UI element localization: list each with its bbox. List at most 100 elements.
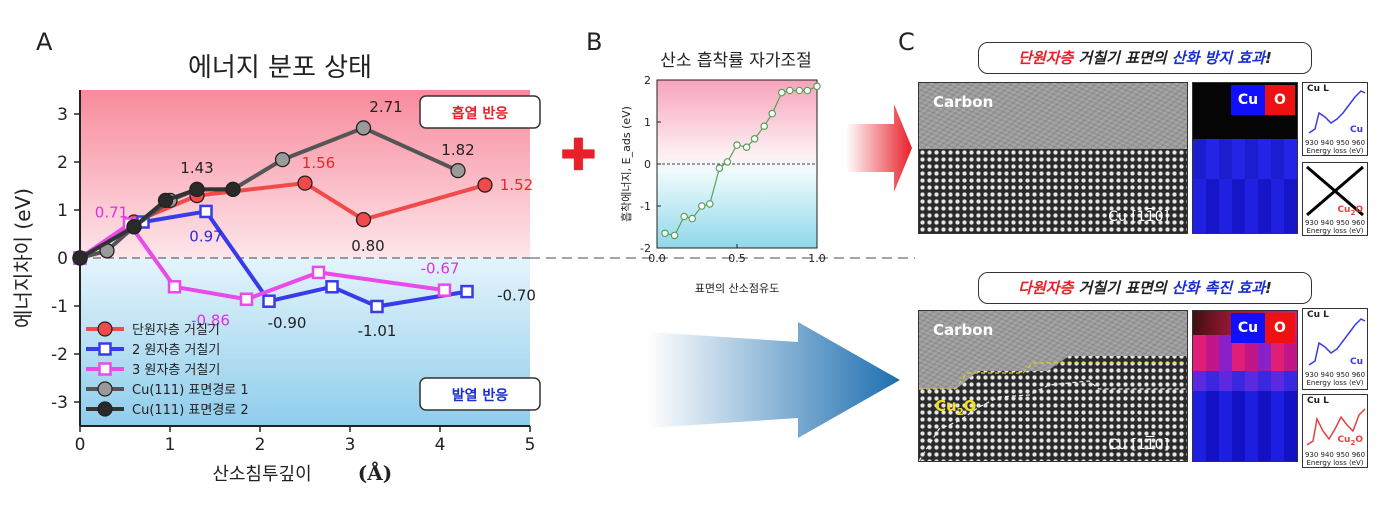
- data-point-a-4: [157, 192, 174, 209]
- adsorption-chart: 산소 흡착률 자가조절 0.0 0.5 1.0 2 1 0 -1 -2 표면의 산소점유도 흡…: [619, 51, 826, 295]
- data-point-a-1: [460, 284, 474, 299]
- spectrum-top-2-tag-b: O: [1355, 205, 1363, 215]
- arrow-to-top: [846, 104, 912, 192]
- data-point-b: [742, 143, 751, 152]
- data-point-b: [715, 164, 724, 173]
- spectrum-bottom-2-axis: 930 940 950 960: [1304, 451, 1366, 459]
- callout-bottom-part2: 거칠기 표면의: [1073, 279, 1172, 297]
- data-point-b: [795, 86, 804, 95]
- tem-bottom-lattice-a: Cu [1: [1108, 437, 1146, 453]
- data-point-a-2: [437, 283, 452, 297]
- callout-top-part3: 산화 방지 효과: [1171, 49, 1266, 67]
- data-label-a: 1.43: [180, 159, 213, 177]
- callout-top-part4: !: [1265, 49, 1272, 67]
- map-top-o-label: O: [1265, 85, 1295, 115]
- panel-a-letter: A: [36, 28, 53, 56]
- data-point-a-4: [225, 181, 241, 198]
- spectrum-bottom-1-tag: Cu: [1349, 357, 1363, 367]
- y-axis-label-a: 에너지차이 (eV): [11, 188, 35, 328]
- x-tick-label-a: 3: [345, 435, 356, 455]
- tem-bottom-oxide-a: Cu: [935, 397, 957, 415]
- spectrum-top-2: Cu2O 930 940 950 960 Energy loss (eV): [1302, 162, 1368, 236]
- data-point-b: [778, 88, 786, 97]
- tem-top-lattice-end: 0]: [1154, 209, 1169, 225]
- legend-label-1: 2 원자층 거칠기: [132, 343, 220, 358]
- data-point-b: [706, 200, 714, 208]
- data-point-b: [733, 141, 741, 149]
- data-point-a-2: [311, 265, 326, 280]
- spectrum-bottom-1-axis: 930 940 950 960: [1304, 371, 1366, 379]
- spectrum-bottom-1: Cu L Cu 930 940 950 960 Energy loss (eV): [1302, 308, 1368, 390]
- spectrum-bottom-2-axis-label: Energy loss (eV): [1306, 459, 1364, 467]
- panel-c-letter: C: [898, 28, 915, 56]
- region-label-exo-text: 발열 반응: [452, 387, 509, 404]
- data-label-a: 1.56: [302, 154, 335, 172]
- data-point-b: [723, 158, 732, 166]
- y-tick-label-a: -1: [51, 297, 68, 317]
- spectrum-top-1: Cu L Cu 930 940 950 960 Energy loss (eV): [1302, 82, 1368, 156]
- data-point-a-0: [297, 175, 313, 191]
- callout-top-part2: 거칠기 표면의: [1073, 49, 1172, 67]
- y-tick-label-b: -2: [640, 242, 651, 255]
- legend-label-2: 3 원자층 거칠기: [132, 363, 220, 378]
- tem-image-top: Carbon Cu [110]: [918, 82, 1188, 234]
- spectrum-bottom-2-tag-a: Cu: [1337, 435, 1351, 445]
- spectrum-bottom-1-axis-label: Energy loss (eV): [1306, 379, 1364, 387]
- data-point-a-3: [355, 120, 372, 136]
- eels-map-top: Cu O: [1192, 82, 1298, 234]
- data-point-b: [661, 229, 669, 238]
- spectrum-bottom-1-title: Cu L: [1307, 310, 1329, 320]
- callout-bottom-part4: !: [1265, 279, 1272, 297]
- data-label-a: -0.67: [421, 260, 460, 278]
- data-point-b: [768, 109, 777, 118]
- spectrum-top-2-axis: 930 940 950 960: [1304, 219, 1366, 227]
- data-point-a-3: [274, 151, 291, 168]
- x-tick-label-a: 0: [75, 435, 86, 455]
- x-tick-label-a: 5: [525, 435, 536, 455]
- spectrum-bottom-2-tag: Cu2O: [1337, 435, 1363, 447]
- series-line-a-2: [78, 221, 445, 302]
- legend-label-3: Cu(111) 표면경로 1: [132, 383, 249, 398]
- tem-bottom-oxide-label: Cu2O: [935, 397, 976, 418]
- region-label-exo: 발열 반응: [419, 377, 541, 411]
- spectrum-top-1-title: Cu L: [1307, 84, 1329, 94]
- y-tick-label-a: 3: [57, 105, 68, 125]
- data-point-a-1: [370, 299, 384, 314]
- legend-marker-2: [98, 362, 112, 376]
- region-label-endo-text: 흡열 반응: [452, 105, 509, 122]
- data-point-b: [680, 212, 689, 221]
- x-tick-label-a: 1: [165, 435, 176, 455]
- x-tick-label-a: 4: [435, 435, 446, 455]
- tem-top-lattice-label: Cu [110]: [1108, 209, 1169, 225]
- callout-bottom-part1: 다원자층: [1018, 279, 1074, 297]
- data-label-a: 0.71: [95, 203, 128, 221]
- tem-top-carbon-label: Carbon: [933, 93, 994, 111]
- data-label-a: 0.80: [351, 237, 384, 255]
- data-point-b: [760, 122, 769, 131]
- data-point-b: [803, 86, 812, 95]
- tem-bottom-lattice-bar: 1: [1145, 437, 1155, 453]
- legend-label-4: Cu(111) 표면경로 2: [132, 403, 249, 418]
- data-label-a: 1.52: [500, 176, 533, 194]
- legend-marker-0: [97, 321, 113, 337]
- y-tick-label-a: 1: [57, 201, 68, 221]
- legend-label-0: 단원자층 거칠기: [132, 323, 220, 338]
- plus-icon: ✚: [560, 130, 597, 181]
- tem-bottom-oxide-sub: 2: [956, 407, 964, 418]
- x-tick-label-a: 2: [255, 435, 266, 455]
- data-point-a-4: [72, 250, 88, 266]
- data-label-a: -0.70: [497, 286, 536, 304]
- y-tick-label-b: 0: [644, 158, 651, 171]
- spectrum-bottom-2-tag-sub: 2: [1350, 438, 1356, 447]
- data-point-a-0: [355, 211, 372, 228]
- zero-divider-line: [530, 257, 915, 259]
- callout-bottom: 다원자층 거칠기 표면의 산화 촉진 효과!: [978, 272, 1312, 304]
- spectrum-top-1-axis: 930 940 950 960: [1304, 139, 1366, 147]
- tem-bottom-oxide-b: O: [963, 397, 977, 415]
- data-point-b: [670, 231, 679, 240]
- callout-bottom-part3: 산화 촉진 효과: [1171, 279, 1266, 297]
- callout-top-part1: 단원자층: [1018, 49, 1074, 67]
- data-label-a: -1.01: [358, 322, 397, 340]
- y-tick-label-a: 0: [57, 249, 68, 269]
- tem-top-lattice-a: Cu [1: [1108, 209, 1146, 225]
